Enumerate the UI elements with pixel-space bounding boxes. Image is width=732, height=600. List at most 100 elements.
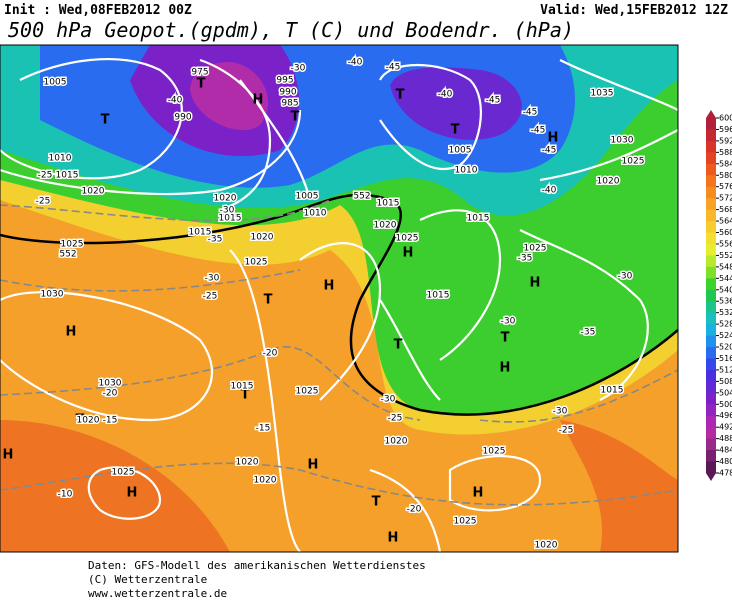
contour-552 [0, 193, 678, 416]
colorbar-segment [706, 358, 716, 371]
contour-label: -40 [168, 96, 183, 106]
contour-label: 1025 [61, 240, 84, 250]
colorbar-label: 584 [719, 159, 732, 168]
contour-label: -45 [531, 126, 546, 136]
contour-label: 1030 [611, 136, 634, 146]
colorbar-label: 556 [719, 239, 732, 248]
colorbar-segment [706, 438, 716, 451]
colorbar-label: 544 [719, 274, 732, 283]
colorbar-segment [706, 198, 716, 211]
contour-label: 990 [174, 113, 191, 123]
contour-label: 1020 [535, 541, 558, 551]
contour-label: 1020 [374, 221, 397, 231]
colorbar-label: 572 [719, 194, 732, 203]
contour-label: 1005 [296, 192, 319, 202]
colorbar-segment [706, 369, 716, 382]
colorbar-segment [706, 186, 716, 199]
contour-label: 1030 [99, 379, 122, 389]
contour-label: 1030 [41, 290, 64, 300]
pressure-center: T [372, 495, 381, 510]
colorbar-cap [706, 110, 716, 118]
init-time: Init : Wed,08FEB2012 00Z [4, 3, 192, 18]
pressure-center: T [241, 388, 250, 403]
contour-label: -25 [388, 414, 403, 424]
contour-label: 1020 [254, 476, 277, 486]
pressure-center: T [76, 413, 85, 428]
colorbar-segment [706, 152, 716, 165]
pressure-center: H [500, 361, 511, 376]
colorbar-segment [706, 427, 716, 440]
pressure-center: T [291, 110, 300, 125]
contour-label: 1015 [189, 228, 212, 238]
contour-label: 552 [353, 192, 370, 202]
contour-label: -30 [381, 395, 396, 405]
contour-label: -45 [542, 146, 557, 156]
colorbar-segment [706, 221, 716, 234]
map-frame [0, 44, 679, 553]
contour-label: -20 [103, 389, 118, 399]
pressure-center: H [324, 279, 335, 294]
contour-label: 1015 [56, 171, 79, 181]
contour-label: 1020 [385, 437, 408, 447]
colorbar-segment [706, 381, 716, 394]
contour-label: 1035 [591, 89, 614, 99]
contour-label: -15 [256, 424, 271, 434]
colorbar-label: 508 [719, 377, 732, 386]
valid-time: Valid: Wed,15FEB2012 12Z [540, 3, 728, 18]
colorbar-label: 580 [719, 171, 732, 180]
colorbar-label: 568 [719, 205, 732, 214]
colorbar-segment [706, 232, 716, 245]
colorbar-label: 536 [719, 297, 732, 306]
contour-label: 985 [281, 99, 298, 109]
contour-label: -30 [618, 272, 633, 282]
colorbar-label: 504 [719, 388, 732, 397]
colorbar-segment [706, 347, 716, 359]
contour-label: -15 [103, 416, 118, 426]
colorbar-label: 516 [719, 354, 732, 363]
pressure-center: H [253, 93, 264, 108]
contour-label: -25 [38, 171, 53, 181]
pressure-center: T [501, 331, 510, 346]
hot-field [0, 420, 230, 552]
colorbar-segment [706, 255, 716, 268]
contour-label: 1025 [454, 517, 477, 527]
colorbar-label: 596 [719, 125, 732, 134]
isotherms [0, 199, 678, 506]
contour-label: -20 [263, 349, 278, 359]
contour-label: -40 [438, 90, 453, 100]
colorbar-label: 528 [719, 320, 732, 329]
colorbar-segment [706, 129, 716, 142]
contour-label: -25 [203, 292, 218, 302]
contour-label: 1025 [396, 234, 419, 244]
colorbar-segment [706, 335, 716, 348]
pressure-center: T [396, 88, 405, 103]
colorbar-segment [706, 301, 716, 314]
contour-label: -45 [386, 63, 401, 73]
pressure-center: H [3, 448, 14, 463]
map-title: 500 hPa Geopot.(gpdm), T (C) und Bodendr… [8, 18, 574, 42]
colorbar-segment [706, 461, 716, 474]
contour-label: 1025 [622, 157, 645, 167]
colorbar-label: 552 [719, 251, 732, 260]
colorbar-segment [706, 312, 716, 325]
contour-label: -35 [518, 254, 533, 264]
data-source: Daten: GFS-Modell des amerikanischen Wet… [88, 559, 426, 572]
colorbar-segment [706, 209, 716, 222]
copyright: (C) Wetterzentrale [88, 573, 207, 586]
colorbar-segment [706, 243, 716, 256]
contour-label: 1020 [251, 233, 274, 243]
pressure-center: H [308, 458, 319, 473]
colorbar-label: 512 [719, 365, 732, 374]
pressure-center: T [394, 338, 403, 353]
colorbar-label: 540 [719, 285, 732, 294]
pressure-center: H [127, 486, 138, 501]
pressure-center: H [66, 325, 77, 340]
pressure-center: T [197, 77, 206, 92]
contour-label: -40 [348, 58, 363, 68]
pressure-center: H [530, 276, 541, 291]
colorbar-label: 480 [719, 457, 732, 466]
colorbar-label: 588 [719, 148, 732, 157]
contour-label: 1020 [236, 458, 259, 468]
contour-label: 990 [279, 88, 296, 98]
